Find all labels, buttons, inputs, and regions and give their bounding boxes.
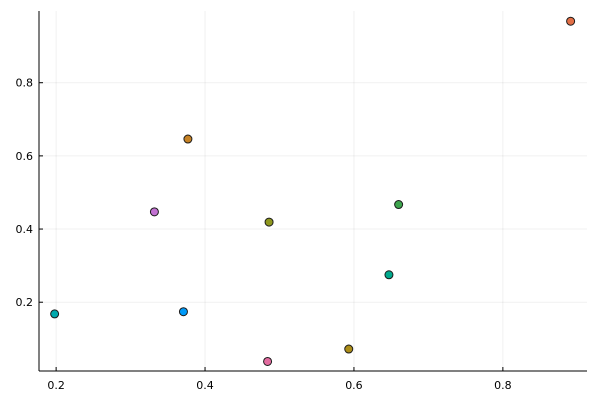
y-tick-label: 0.4 (16, 223, 34, 236)
x-tick-label: 0.8 (494, 379, 512, 392)
y-tick-label: 0.6 (16, 150, 34, 163)
scatter-point (183, 134, 193, 144)
scatter-point (344, 344, 354, 354)
y-tick-label: 0.2 (16, 296, 34, 309)
x-tick-label: 0.4 (196, 379, 214, 392)
tick-labels: 0.2 0.4 0.6 0.8 0.2 0.4 0.6 0.8 (16, 77, 512, 392)
scatter-point (384, 270, 394, 280)
scatter-point (178, 307, 188, 317)
scatter-point (50, 309, 60, 319)
scatter-point (263, 356, 273, 366)
x-tick-label: 0.2 (47, 379, 65, 392)
grid (39, 11, 587, 371)
y-tick-label: 0.8 (16, 77, 34, 90)
scatter-point (566, 16, 576, 26)
axes (38, 11, 587, 372)
data-points (50, 16, 576, 366)
scatter-point (149, 207, 159, 217)
scatter-point (394, 200, 404, 210)
x-tick-label: 0.6 (345, 379, 363, 392)
scatter-point (264, 217, 274, 227)
